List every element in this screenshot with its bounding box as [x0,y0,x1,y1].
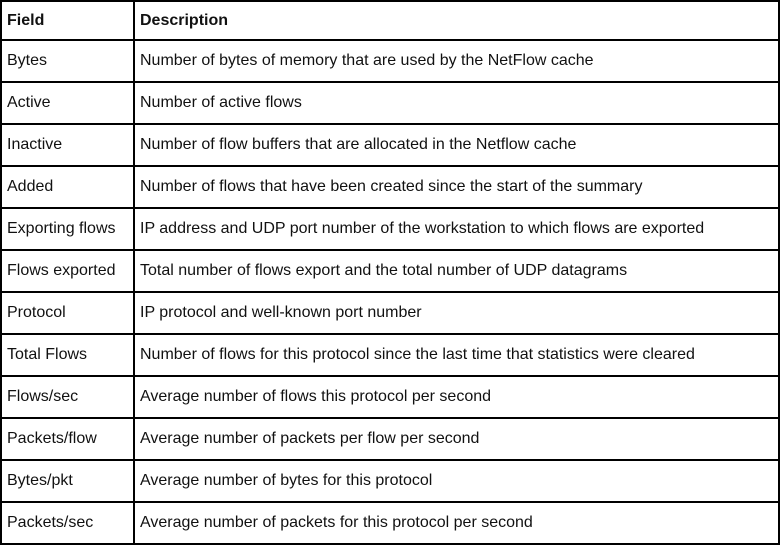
table-row: Protocol IP protocol and well-known port … [0,291,780,335]
field-cell: Flows/sec [0,375,135,419]
description-cell: Total number of flows export and the tot… [133,249,780,293]
table-row: Bytes Number of bytes of memory that are … [0,39,780,83]
description-cell: Average number of flows this protocol pe… [133,375,780,419]
field-cell: Added [0,165,135,209]
field-cell: Total Flows [0,333,135,377]
description-cell: Number of bytes of memory that are used … [133,39,780,83]
table-row: Added Number of flows that have been crea… [0,165,780,209]
table-row: Flows exported Total number of flows expo… [0,249,780,293]
table-row: Exporting flows IP address and UDP port n… [0,207,780,251]
field-cell: Exporting flows [0,207,135,251]
table-row: Packets/sec Average number of packets for… [0,501,780,545]
field-cell: Bytes [0,39,135,83]
description-cell: Number of flow buffers that are allocate… [133,123,780,167]
table-row: Bytes/pkt Average number of bytes for thi… [0,459,780,503]
header-row: Field Description [0,0,780,41]
field-cell: Active [0,81,135,125]
field-cell: Bytes/pkt [0,459,135,503]
description-cell: IP protocol and well-known port number [133,291,780,335]
field-cell: Inactive [0,123,135,167]
description-cell: Number of flows that have been created s… [133,165,780,209]
field-cell: Flows exported [0,249,135,293]
field-cell: Packets/sec [0,501,135,545]
table-row: Active Number of active flows [0,81,780,125]
description-cell: Number of flows for this protocol since … [133,333,780,377]
field-cell: Packets/flow [0,417,135,461]
table-row: Flows/sec Average number of flows this pr… [0,375,780,419]
column-header: Description [133,0,780,41]
table-row: Packets/flow Average number of packets pe… [0,417,780,461]
table-row: Inactive Number of flow buffers that are … [0,123,780,167]
description-cell: Average number of packets for this proto… [133,501,780,545]
column-header: Field [0,0,135,41]
table-body: Bytes Number of bytes of memory that are … [0,39,780,545]
field-cell: Protocol [0,291,135,335]
table-row: Total Flows Number of flows for this prot… [0,333,780,377]
description-cell: IP address and UDP port number of the wo… [133,207,780,251]
description-cell: Number of active flows [133,81,780,125]
description-cell: Average number of bytes for this protoco… [133,459,780,503]
description-cell: Average number of packets per flow per s… [133,417,780,461]
